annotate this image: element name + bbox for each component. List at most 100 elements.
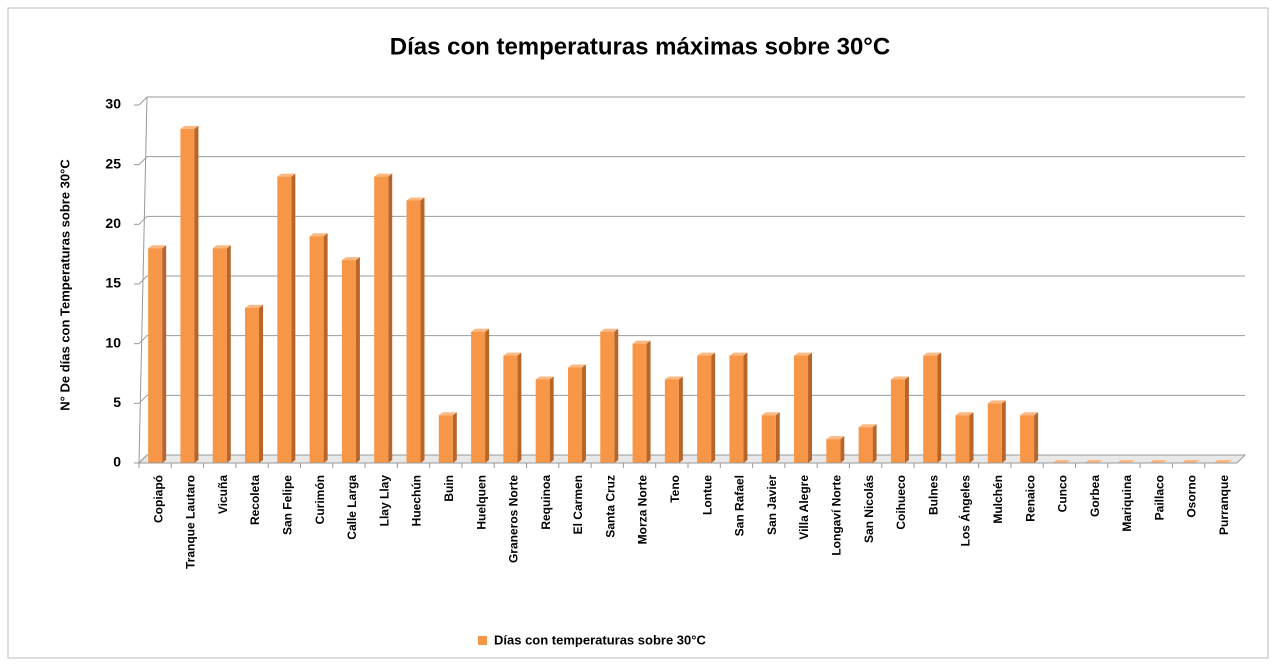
- x-tick-label: San Felipe: [280, 475, 294, 535]
- bar-top: [180, 125, 199, 129]
- bar: [858, 427, 873, 463]
- bar-side: [840, 436, 845, 463]
- bar-side: [291, 173, 296, 463]
- x-tick-label: Coihueco: [894, 475, 908, 530]
- bar-side: [904, 376, 909, 463]
- bar-top: [1084, 460, 1103, 463]
- bar-side: [969, 412, 974, 463]
- bar-top: [761, 412, 780, 416]
- bar-side: [162, 245, 167, 463]
- bar: [212, 248, 227, 463]
- x-tick-label: Villa Alegre: [797, 475, 811, 540]
- bar-side: [678, 376, 683, 463]
- x-tick-label: Teno: [668, 475, 682, 503]
- bar: [148, 248, 163, 463]
- bar-top: [987, 400, 1006, 404]
- legend-label: Días con temperaturas sobre 30°C: [494, 632, 706, 647]
- bar-side: [1001, 400, 1006, 463]
- bar-top: [955, 412, 974, 416]
- bar: [729, 355, 744, 463]
- bar-side: [517, 352, 522, 463]
- x-tick-label: Vicuña: [216, 475, 230, 514]
- y-tick-label: 25: [105, 155, 121, 171]
- x-tick-label: Bulnes: [926, 475, 940, 515]
- x-tick-label: Gorbea: [1088, 475, 1102, 517]
- bar-side: [388, 173, 393, 463]
- x-tick-label: Longaví Norte: [829, 475, 843, 556]
- bar-top: [1149, 460, 1168, 463]
- x-tick-label: San Rafael: [733, 475, 747, 536]
- x-tick-label: El Carmen: [571, 475, 585, 534]
- bar-top: [794, 352, 813, 356]
- grid-line: [138, 454, 1245, 464]
- bar-top: [664, 376, 683, 380]
- bar-side: [743, 352, 748, 463]
- x-tick-label: Paillaco: [1152, 475, 1166, 520]
- bar: [600, 331, 615, 463]
- bar: [664, 379, 679, 463]
- x-tick-label: Mulchén: [991, 475, 1005, 524]
- bar-side: [420, 197, 425, 463]
- x-tick-label: Requinoa: [539, 475, 553, 530]
- bar: [632, 343, 647, 463]
- bar: [826, 439, 841, 463]
- grid-line: [138, 156, 1245, 166]
- y-axis-title: N° De días con Temperaturas sobre 30°C: [57, 159, 72, 411]
- y-tick-label: 20: [105, 215, 121, 231]
- floor: [137, 454, 1247, 464]
- bar-top: [729, 352, 748, 356]
- bar-side: [485, 328, 490, 463]
- y-tick-label: 15: [105, 275, 121, 291]
- bar-side: [581, 364, 586, 463]
- x-tick-label: Huelquen: [474, 475, 488, 530]
- bar-top: [245, 304, 264, 308]
- bar-side: [711, 352, 716, 463]
- x-tick-label: Morza Norte: [636, 475, 650, 545]
- y-tick-label: 5: [113, 394, 121, 410]
- bar: [277, 176, 292, 463]
- x-tick-label: Renaico: [1023, 475, 1037, 522]
- bar-top: [535, 376, 554, 380]
- bar-top: [1213, 460, 1232, 463]
- x-tick-label: Recoleta: [248, 475, 262, 525]
- bar-side: [872, 424, 877, 463]
- x-tick-label: Santa Cruz: [603, 475, 617, 538]
- bar-side: [646, 340, 651, 463]
- bar: [567, 367, 582, 463]
- bar-top: [890, 376, 909, 380]
- bar: [955, 415, 970, 463]
- x-tick-label: Copiapó: [151, 475, 165, 523]
- bar-side: [937, 352, 942, 463]
- x-tick-label: Los Ángeles: [958, 475, 973, 547]
- x-tick-label: San Nicolás: [862, 475, 876, 543]
- x-tick-label: Lontue: [700, 475, 714, 515]
- bar-side: [1034, 412, 1039, 463]
- bar-side: [259, 304, 264, 463]
- bar-top: [567, 364, 586, 368]
- bar: [180, 128, 195, 463]
- chart-title: Días con temperaturas máximas sobre 30°C: [390, 33, 890, 60]
- bar: [1020, 415, 1035, 463]
- y-tick-label: 10: [105, 334, 121, 350]
- bar-top: [1020, 412, 1039, 416]
- x-tick-label: Tranque Lautaro: [184, 475, 198, 569]
- bar-top: [632, 340, 651, 344]
- y-tick-label: 0: [113, 454, 121, 470]
- bar-side: [549, 376, 554, 463]
- bar-top: [309, 233, 328, 237]
- bar-top: [923, 352, 942, 356]
- bar-top: [697, 352, 716, 356]
- bar-side: [775, 412, 780, 463]
- bar-top: [438, 412, 457, 416]
- bar-side: [808, 352, 813, 463]
- bar-side: [355, 257, 360, 463]
- bar-top: [374, 173, 393, 177]
- grid-line: [138, 215, 1245, 225]
- bar-side: [194, 125, 199, 463]
- grid-line: [138, 335, 1245, 345]
- x-tick-label: Curimón: [313, 475, 327, 524]
- x-tick-label: Osorno: [1185, 475, 1199, 518]
- bar: [374, 176, 389, 463]
- x-tick-label: Buin: [442, 475, 456, 502]
